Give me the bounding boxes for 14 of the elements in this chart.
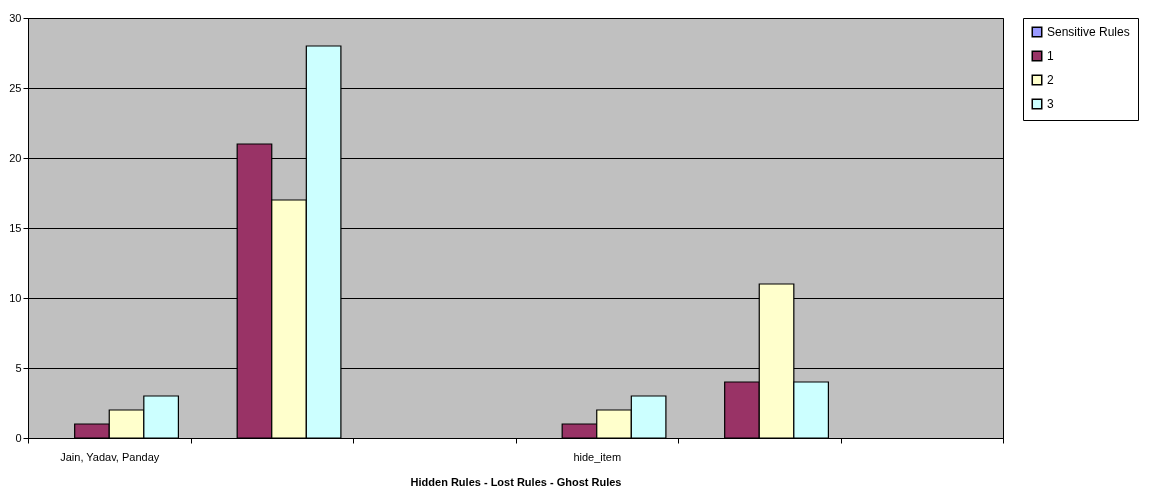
y-tick-label: 20 [9,151,22,164]
y-tick-label: 10 [9,291,22,304]
legend-label: 2 [1047,73,1054,87]
x-tick-label: hide_item [573,450,622,463]
y-tick-label: 30 [9,11,22,24]
legend-label: 3 [1047,97,1054,111]
y-tick-label: 25 [9,81,22,94]
legend-label: Sensitive Rules [1047,25,1130,39]
x-axis-title: Hidden Rules - Lost Rules - Ghost Rules [410,475,622,488]
x-tick-label: Jain, Yadav, Panday [60,450,160,463]
y-tick-label: 5 [15,361,22,374]
legend-label: 1 [1047,49,1054,63]
y-tick-label: 15 [9,221,22,234]
y-tick-label: 0 [15,431,22,444]
